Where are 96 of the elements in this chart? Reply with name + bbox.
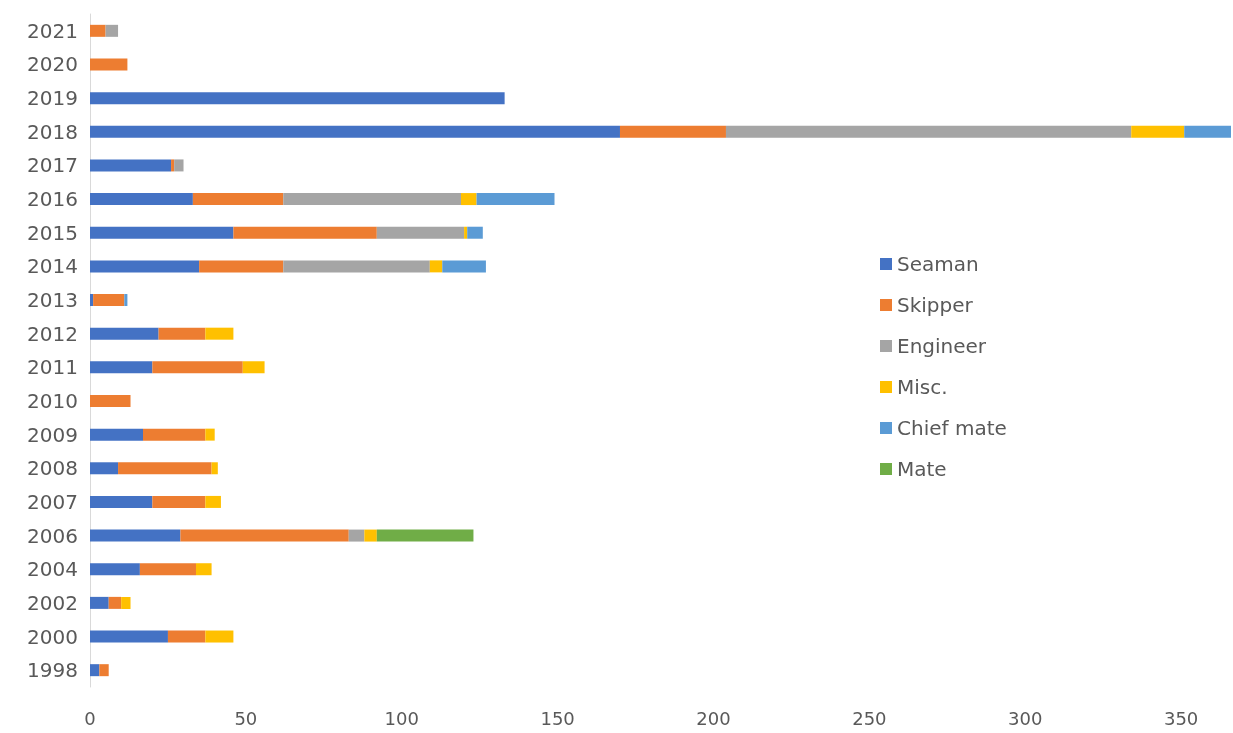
- bar: [348, 529, 365, 542]
- bar: [99, 664, 109, 677]
- bar: [205, 327, 234, 340]
- bar: [105, 24, 119, 37]
- bar: [364, 529, 377, 542]
- y-tick-label: 2011: [27, 355, 78, 380]
- bar: [376, 226, 465, 239]
- bar: [199, 260, 284, 273]
- y-tick-label: 2015: [27, 220, 78, 245]
- y-tick-label: 2020: [27, 52, 78, 77]
- bar: [90, 159, 172, 172]
- bar: [283, 193, 461, 206]
- bar: [90, 260, 200, 273]
- bar: [124, 294, 128, 307]
- bar: [143, 428, 206, 441]
- bar: [90, 394, 131, 407]
- bar: [1131, 125, 1185, 138]
- bar: [195, 563, 212, 576]
- bar: [90, 563, 140, 576]
- bar: [90, 361, 153, 374]
- legend-label: Engineer: [897, 334, 987, 358]
- y-tick-label: 2002: [27, 590, 78, 615]
- bar: [442, 260, 486, 273]
- bar: [90, 462, 119, 475]
- bar: [90, 630, 168, 643]
- y-tick-label: 2019: [27, 86, 78, 111]
- bar: [118, 462, 212, 475]
- y-tick-label: 2021: [27, 18, 78, 43]
- bar: [476, 193, 555, 206]
- legend-label: Seaman: [897, 252, 979, 276]
- y-tick-label: 2006: [27, 523, 78, 548]
- bar: [90, 92, 505, 105]
- bar: [233, 226, 377, 239]
- x-tick-label: 100: [384, 707, 419, 729]
- bar: [90, 226, 234, 239]
- bar: [167, 630, 206, 643]
- bar: [90, 596, 109, 609]
- bar: [90, 327, 159, 340]
- bar: [211, 462, 218, 475]
- bar: [467, 226, 483, 239]
- y-tick-label: 2012: [27, 321, 78, 346]
- bar: [90, 529, 181, 542]
- bar: [242, 361, 265, 374]
- bar: [139, 563, 196, 576]
- legend-label: Chief mate: [897, 416, 1007, 440]
- bar: [205, 428, 215, 441]
- bar: [376, 529, 474, 542]
- y-tick-label: 2007: [27, 489, 78, 514]
- bar: [725, 125, 1132, 138]
- x-tick-label: 350: [1163, 707, 1199, 729]
- legend-label: Mate: [897, 457, 947, 481]
- bar: [460, 193, 477, 206]
- y-tick-label: 2013: [27, 288, 78, 313]
- bar: [152, 495, 206, 508]
- y-tick-label: 2000: [27, 624, 78, 649]
- bar: [171, 159, 175, 172]
- bar: [152, 361, 243, 374]
- x-tick-label: 0: [84, 707, 96, 729]
- x-tick-label: 300: [1008, 707, 1043, 729]
- bar: [283, 260, 430, 273]
- bar: [90, 193, 193, 206]
- x-tick-label: 150: [540, 707, 575, 729]
- y-tick-label: 2004: [27, 557, 78, 582]
- bar: [90, 125, 620, 138]
- x-tick-label: 50: [234, 707, 258, 729]
- bar: [108, 596, 122, 609]
- bar: [93, 294, 125, 307]
- bar: [205, 495, 221, 508]
- bar: [205, 630, 234, 643]
- bar: [1184, 125, 1231, 138]
- bar: [192, 193, 284, 206]
- bar: [90, 24, 106, 37]
- legend-label: Misc.: [897, 375, 948, 399]
- y-tick-label: 2010: [27, 388, 78, 413]
- y-tick-label: 2008: [27, 456, 78, 481]
- bar: [90, 58, 128, 71]
- bar: [90, 495, 153, 508]
- bar: [180, 529, 349, 542]
- y-tick-label: 2014: [27, 254, 78, 279]
- x-tick-label: 250: [852, 707, 887, 729]
- y-tick-label: 2018: [27, 119, 78, 144]
- bar: [121, 596, 131, 609]
- x-tick-label: 200: [696, 707, 731, 729]
- bar: [90, 428, 143, 441]
- bar: [464, 226, 468, 239]
- y-tick-label: 2017: [27, 153, 78, 178]
- bar: [174, 159, 184, 172]
- y-tick-label: 1998: [27, 658, 78, 683]
- y-tick-label: 2016: [27, 187, 78, 212]
- bar: [90, 664, 100, 677]
- bar: [619, 125, 726, 138]
- legend-label: Skipper: [897, 293, 974, 317]
- bar: [158, 327, 206, 340]
- bar: [90, 294, 94, 307]
- y-tick-label: 2009: [27, 422, 78, 447]
- bar: [429, 260, 443, 273]
